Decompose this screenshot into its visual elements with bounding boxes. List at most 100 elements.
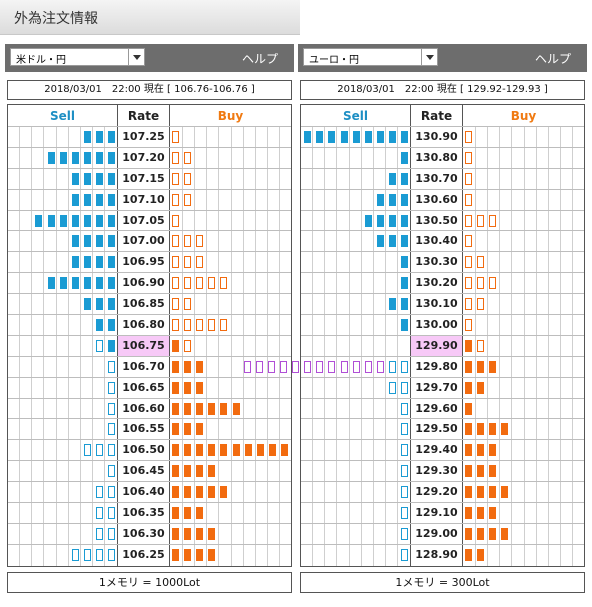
- sell-bar-cell: [301, 544, 410, 566]
- rate-value: 130.80: [410, 147, 463, 168]
- sell-order-block: [47, 277, 55, 290]
- buy-order-block: [184, 507, 192, 520]
- sell-order-block: [401, 444, 408, 457]
- buy-bar-cell: [463, 210, 584, 231]
- buy-order-block: [501, 486, 509, 499]
- sell-order-block: [108, 402, 115, 415]
- buy-bar-cell: [463, 315, 584, 335]
- rate-value: 129.60: [410, 398, 463, 419]
- buy-order-block: [196, 381, 204, 394]
- grid-header-row: Sell Rate Buy: [301, 105, 584, 127]
- buy-order-block: [465, 402, 472, 415]
- buy-order-block: [172, 360, 179, 373]
- sell-order-block: [95, 444, 103, 457]
- rate-value: 129.00: [410, 523, 463, 544]
- rate-value: 106.95: [117, 252, 170, 273]
- sell-order-block: [401, 172, 408, 185]
- sell-order-block: [83, 548, 91, 561]
- order-book-panel-usd-jpy: 米ドル・円 ヘルプ 2018/03/01 22:00 現在 [ 106.76-106…: [5, 44, 294, 593]
- buy-order-block: [477, 277, 485, 290]
- sell-bar-cell: [301, 482, 410, 503]
- sell-order-block: [83, 131, 91, 143]
- buy-bar-cell: [463, 294, 584, 315]
- help-link[interactable]: ヘルプ: [241, 52, 278, 66]
- order-row: 129.90: [301, 335, 584, 357]
- order-row: 130.70: [301, 168, 584, 190]
- rate-value: 129.90: [410, 335, 463, 356]
- chevron-down-icon[interactable]: [128, 49, 144, 65]
- sell-order-block: [376, 360, 384, 373]
- rate-value: 130.70: [410, 168, 463, 189]
- sell-bar-cell: [8, 503, 117, 523]
- buy-order-block: [489, 465, 497, 478]
- sell-bar-cell: [8, 335, 117, 356]
- buy-order-block: [489, 486, 497, 499]
- rate-value: 106.90: [117, 273, 170, 294]
- buy-order-block: [184, 172, 192, 185]
- rate-value: 130.00: [410, 315, 463, 335]
- sell-order-block: [83, 151, 91, 164]
- sell-order-block: [401, 298, 408, 311]
- buy-order-block: [184, 360, 192, 373]
- sell-order-block: [95, 486, 103, 499]
- chevron-down-icon[interactable]: [421, 49, 437, 65]
- sell-order-block: [47, 151, 55, 164]
- buy-order-block: [184, 339, 192, 352]
- order-row: 130.10: [301, 294, 584, 316]
- order-row: 107.20: [8, 147, 291, 169]
- buy-order-block: [465, 172, 472, 185]
- sell-order-block: [83, 256, 91, 269]
- buy-order-block: [184, 235, 192, 248]
- buy-bar-cell: [463, 419, 584, 440]
- sell-bar-cell: [301, 231, 410, 252]
- sell-order-block: [108, 172, 115, 185]
- currency-pair-select[interactable]: ユーロ・円: [303, 48, 438, 66]
- buy-bar-cell: [170, 147, 291, 168]
- sell-order-block: [83, 193, 91, 206]
- sell-bar-cell: [8, 419, 117, 440]
- page-title: 外為注文情報: [14, 11, 98, 27]
- buy-order-block: [172, 527, 179, 540]
- sell-order-block: [401, 256, 408, 269]
- sell-bar-cell: [8, 523, 117, 544]
- rate-value: 106.80: [117, 315, 170, 335]
- rate-value: 129.20: [410, 482, 463, 503]
- buy-order-block: [465, 360, 472, 373]
- buy-order-block: [465, 507, 472, 520]
- sell-order-block: [316, 131, 324, 143]
- buy-order-block: [172, 402, 179, 415]
- order-row: 129.50: [301, 419, 584, 441]
- sell-order-block: [388, 214, 396, 227]
- buy-order-block: [184, 548, 192, 561]
- buy-order-block: [208, 465, 216, 478]
- sell-order-block: [401, 527, 408, 540]
- buy-order-block: [465, 214, 472, 227]
- buy-order-block: [172, 444, 179, 457]
- buy-order-block: [465, 131, 472, 143]
- sell-order-block: [35, 214, 43, 227]
- buy-order-block: [489, 507, 497, 520]
- buy-order-block: [184, 256, 192, 269]
- order-row: 106.45: [8, 461, 291, 483]
- order-row: 129.00: [301, 523, 584, 545]
- buy-order-block: [477, 214, 485, 227]
- sell-order-block: [108, 235, 115, 248]
- order-row: 130.40: [301, 231, 584, 253]
- buy-order-block: [196, 277, 204, 290]
- buy-order-block: [208, 444, 216, 457]
- buy-order-block: [465, 235, 472, 248]
- buy-header: Buy: [510, 109, 537, 123]
- buy-bar-cell: [463, 482, 584, 503]
- currency-pair-select[interactable]: 米ドル・円: [10, 48, 145, 66]
- buy-bar-cell: [463, 168, 584, 189]
- sell-bar-cell: [8, 210, 117, 231]
- sell-bar-cell: [301, 273, 410, 294]
- buy-bar-cell: [463, 147, 584, 168]
- sell-order-block: [401, 131, 408, 143]
- buy-order-block: [196, 423, 204, 436]
- rate-value: 107.10: [117, 189, 170, 210]
- buy-bar-cell: [170, 335, 291, 356]
- sell-order-block: [108, 298, 115, 311]
- buy-order-block: [172, 235, 179, 248]
- help-link[interactable]: ヘルプ: [534, 52, 571, 66]
